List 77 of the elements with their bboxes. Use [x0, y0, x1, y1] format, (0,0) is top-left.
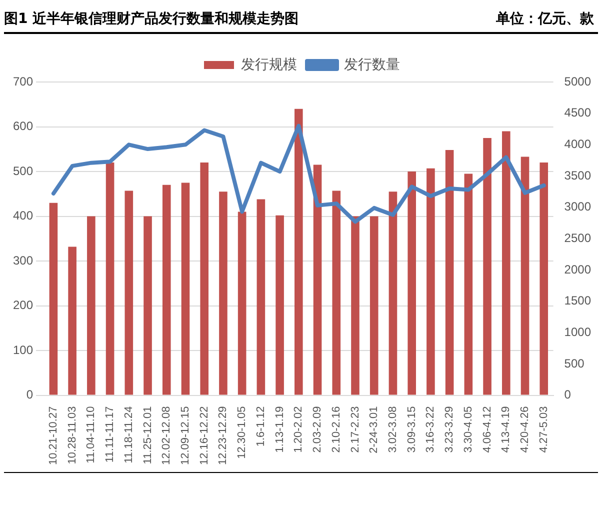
bar	[520, 156, 530, 395]
bar	[68, 246, 76, 395]
x-tick-label: 4.06-4.12	[481, 406, 494, 453]
y-tick-label: 600	[12, 119, 34, 134]
y-tick-label: 500	[12, 164, 34, 178]
y2-tick-label: 2500	[564, 230, 592, 245]
y-tick-label: 0	[26, 388, 34, 402]
x-tick-label: 2.10-2.16	[330, 406, 342, 453]
y2-tick-label: 500	[564, 356, 585, 370]
legend-label: 发行数量	[344, 56, 400, 72]
legend-label: 发行规模	[241, 56, 297, 72]
x-tick-label: 11.04-11.10	[85, 406, 98, 464]
x-tick-label: 1.6-1.12	[254, 406, 267, 447]
y2-tick-label: 1500	[564, 294, 592, 308]
bar	[162, 184, 171, 395]
x-tick-label: 10.21-10.27	[47, 406, 60, 465]
x-tick-label: 3.02-3.08	[387, 406, 400, 453]
bar	[426, 168, 435, 395]
x-tick-label: 3.09-3.15	[406, 406, 418, 453]
x-tick-label: 3.30-4.05	[462, 406, 474, 453]
x-tick-label: 2.03-2.09	[312, 406, 324, 453]
bar	[370, 216, 378, 395]
bar	[313, 164, 322, 395]
y2-tick-label: 4500	[564, 106, 592, 120]
bar	[87, 216, 96, 395]
bar	[445, 150, 454, 395]
x-tick-label: 12.16-12.22	[198, 406, 210, 465]
bar	[483, 138, 492, 395]
bar	[49, 202, 58, 395]
x-tick-label: 12.09-12.15	[180, 406, 192, 465]
x-tick-label: 12.30-1.05	[236, 406, 248, 459]
bar	[219, 192, 228, 395]
bar	[124, 190, 134, 395]
y-tick-label: 700	[12, 74, 34, 88]
x-tick-label: 11.18-11.24	[122, 406, 135, 464]
y2-tick-label: 4000	[564, 136, 592, 151]
bar	[388, 192, 398, 395]
bar	[200, 162, 208, 395]
y2-tick-label: 3500	[564, 168, 592, 182]
x-tick-label: 2-24-3.01	[368, 406, 380, 454]
x-tick-label: 11.11-11.17	[104, 406, 116, 463]
chart-title: 图1 近半年银信理财产品发行数量和规模走势图	[4, 10, 299, 28]
x-tick-label: 3.23-3.29	[444, 406, 456, 453]
y2-tick-label: 5000	[564, 74, 592, 88]
y2-tick-label: 2000	[564, 262, 592, 276]
y2-tick-label: 3000	[564, 200, 592, 214]
bar	[464, 174, 473, 395]
x-tick-label: 4.20-4.26	[519, 406, 532, 453]
bar	[238, 212, 246, 395]
x-tick-label: 1.13-1.19	[274, 406, 286, 453]
y-tick-label: 200	[12, 298, 34, 312]
bar	[256, 199, 266, 395]
bar	[540, 162, 548, 395]
y2-tick-label: 0	[564, 388, 572, 402]
x-tick-label: 11.25-12.01	[142, 406, 154, 464]
bar	[294, 108, 303, 395]
y-tick-label: 300	[12, 253, 34, 268]
x-tick-label: 12.02-12.08	[160, 406, 173, 465]
chart-subtitle: 单位：亿元、款	[496, 10, 594, 28]
bar	[408, 172, 416, 395]
x-tick-label: 3.16-3.22	[424, 406, 437, 453]
bar	[144, 216, 152, 395]
y-tick-label: 100	[12, 342, 34, 357]
x-tick-label: 1.20-2.02	[292, 406, 305, 453]
bar	[276, 215, 284, 395]
x-tick-label: 4.13-4.19	[500, 406, 512, 453]
y-tick-label: 400	[12, 208, 34, 223]
bar	[332, 190, 341, 395]
bar	[106, 162, 114, 395]
x-tick-label: 12.23-12.29	[217, 406, 230, 465]
y2-tick-label: 1000	[564, 324, 592, 339]
bar	[181, 182, 190, 395]
x-tick-label: 4.27-5.03	[538, 406, 550, 453]
bar	[351, 216, 360, 395]
bar	[502, 131, 510, 395]
x-tick-label: 2.17-2.23	[349, 406, 362, 453]
x-tick-label: 10.28-11.03	[66, 406, 78, 464]
